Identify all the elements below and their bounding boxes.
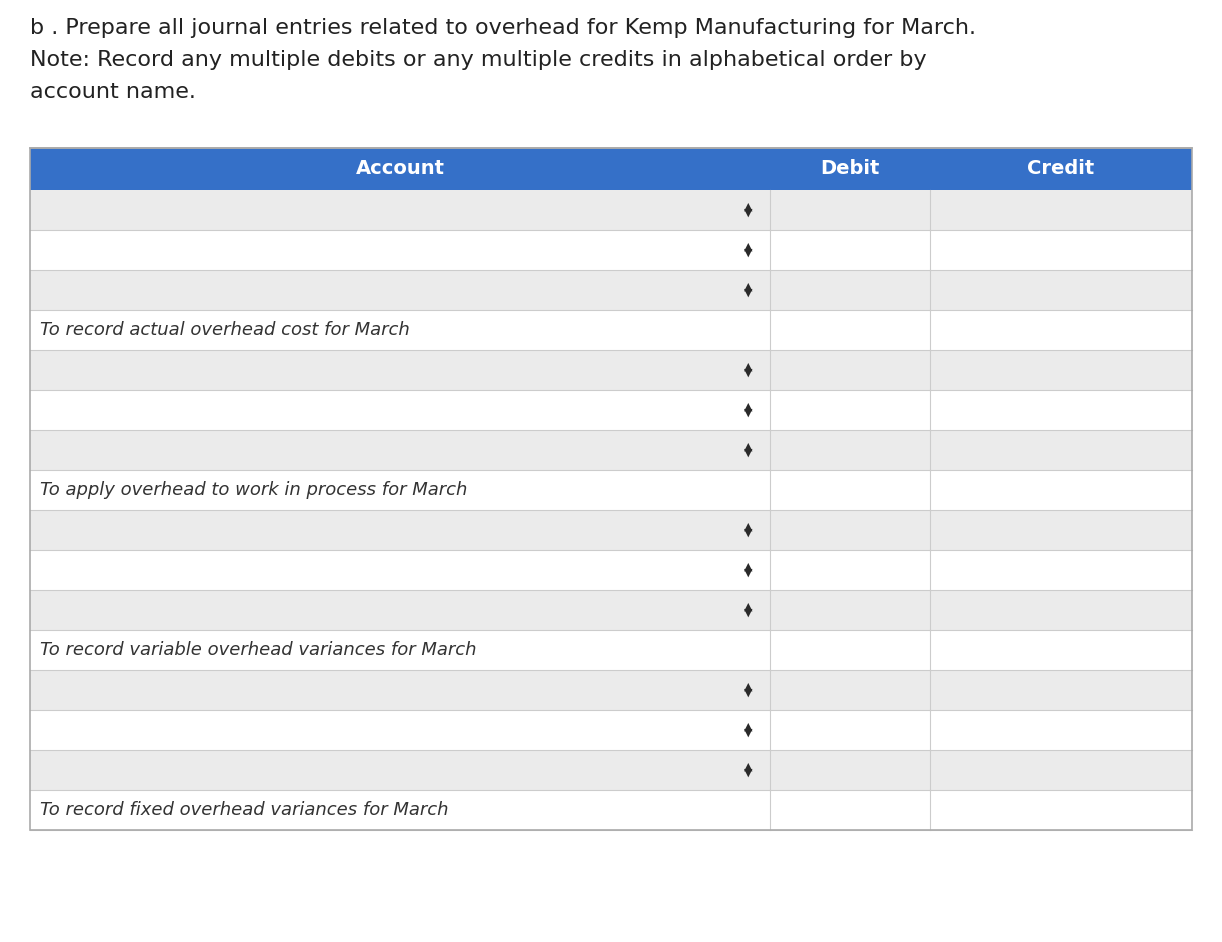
Text: To record actual overhead cost for March: To record actual overhead cost for March [40, 321, 409, 339]
Text: account name.: account name. [31, 82, 196, 102]
Text: b . Prepare all journal entries related to overhead for Kemp Manufacturing for M: b . Prepare all journal entries related … [31, 18, 976, 38]
Text: ▲
▼: ▲ ▼ [744, 242, 753, 258]
Bar [31, 270, 1191, 310]
Bar [31, 470, 1191, 510]
Text: ▲
▼: ▲ ▼ [744, 682, 753, 698]
Bar [31, 590, 1191, 630]
Text: ▲
▼: ▲ ▼ [744, 402, 753, 418]
Bar [31, 710, 1191, 750]
Text: Account: Account [356, 159, 445, 178]
Bar [31, 148, 1191, 830]
Bar [31, 190, 1191, 230]
Bar [31, 310, 1191, 350]
Text: ▲
▼: ▲ ▼ [744, 202, 753, 218]
Text: ▲
▼: ▲ ▼ [744, 442, 753, 458]
Text: ▲
▼: ▲ ▼ [744, 562, 753, 578]
Text: ▲
▼: ▲ ▼ [744, 762, 753, 778]
Text: To record fixed overhead variances for March: To record fixed overhead variances for M… [40, 801, 448, 819]
Text: ▲
▼: ▲ ▼ [744, 522, 753, 538]
Text: ▲
▼: ▲ ▼ [744, 362, 753, 378]
Text: ▲
▼: ▲ ▼ [744, 722, 753, 738]
Text: Credit: Credit [1028, 159, 1095, 178]
Text: ▲
▼: ▲ ▼ [744, 602, 753, 618]
Bar [31, 390, 1191, 430]
Bar [31, 148, 1191, 190]
Bar [31, 230, 1191, 270]
Bar [31, 670, 1191, 710]
Bar [31, 350, 1191, 390]
Text: ▲
▼: ▲ ▼ [744, 282, 753, 298]
Bar [31, 430, 1191, 470]
Text: Note: Record any multiple debits or any multiple credits in alphabetical order b: Note: Record any multiple debits or any … [31, 50, 926, 70]
Text: To record variable overhead variances for March: To record variable overhead variances fo… [40, 641, 477, 659]
Bar [31, 550, 1191, 590]
Bar [31, 510, 1191, 550]
Bar [31, 630, 1191, 670]
Text: Debit: Debit [820, 159, 880, 178]
Bar [31, 790, 1191, 830]
Bar [31, 750, 1191, 790]
Text: To apply overhead to work in process for March: To apply overhead to work in process for… [40, 481, 467, 499]
